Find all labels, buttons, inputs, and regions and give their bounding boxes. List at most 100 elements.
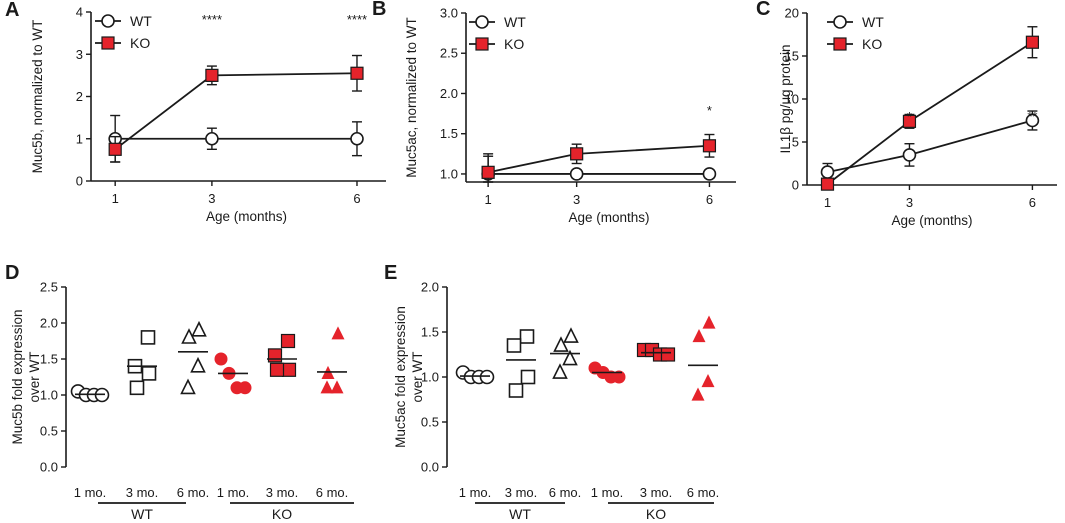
data-point — [481, 165, 495, 179]
x-axis-label: Age (months) — [891, 213, 972, 228]
data-point — [141, 366, 157, 381]
data-point — [902, 148, 917, 162]
x-axis-label: Age (months) — [206, 209, 287, 224]
y-tick-label: 2.5 — [40, 280, 58, 295]
data-point — [320, 380, 334, 394]
data-point — [569, 167, 584, 181]
series-line — [827, 119, 1033, 173]
data-point — [702, 315, 716, 329]
data-point — [350, 131, 364, 146]
y-tick-label: 0.0 — [421, 460, 439, 475]
category-label: 6 mo. — [316, 485, 349, 500]
data-point — [108, 142, 122, 156]
series-line — [826, 41, 1033, 185]
y-tick-label: 2 — [76, 89, 83, 104]
significance-label: ** — [1027, 109, 1037, 124]
data-point — [267, 348, 283, 363]
data-point — [701, 374, 715, 388]
data-point — [350, 66, 364, 80]
data-point — [191, 320, 207, 337]
y-tick-label: 1 — [76, 131, 83, 146]
y-axis-label: Muc5b fold expression over WT — [10, 309, 42, 444]
x-tick-label: 3 — [573, 192, 580, 207]
data-point — [820, 177, 835, 191]
data-point — [214, 352, 228, 366]
significance-label: **** — [202, 12, 222, 27]
legend-marker — [833, 15, 847, 29]
significance-label: * — [707, 103, 712, 118]
x-tick-label: 1 — [485, 192, 492, 207]
series-ko — [108, 54, 364, 163]
panel-label: C — [756, 0, 770, 20]
data-point — [520, 369, 536, 385]
panel-label: D — [5, 262, 19, 284]
data-point — [820, 165, 835, 179]
group-ko-4 — [267, 333, 297, 377]
series-wt — [820, 110, 1040, 182]
group-wt-0 — [455, 365, 495, 385]
data-point — [570, 147, 584, 161]
group-wt-2 — [178, 320, 208, 395]
x-tick-label: 1 — [112, 191, 119, 206]
series-ko — [820, 26, 1040, 191]
data-point — [552, 363, 568, 379]
legend-label: KO — [130, 35, 150, 51]
x-axis-label: Age (months) — [568, 210, 649, 225]
panel-d: D 0.0 0.5 1.0 1.5 2.0 2.5 Muc5b fold expression… — [5, 262, 354, 522]
legend-marker — [101, 14, 115, 28]
data-point — [691, 387, 705, 401]
y-axis-label-line: Muc5ac fold expression — [393, 306, 408, 448]
data-point — [702, 167, 717, 181]
group-ko-3 — [214, 352, 252, 395]
data-point — [902, 114, 917, 128]
significance-label: **** — [347, 12, 367, 27]
data-point — [205, 131, 219, 146]
y-axis-label: Muc5b, normalized to WT — [30, 20, 45, 174]
group-label: KO — [272, 506, 292, 522]
panel-label: E — [384, 262, 397, 284]
y-tick-label: 0 — [792, 178, 799, 193]
panel-label: A — [5, 0, 19, 21]
data-point — [1025, 35, 1040, 49]
category-label: 3 mo. — [640, 485, 673, 500]
category-label: 3 mo. — [505, 485, 538, 500]
data-point — [180, 378, 196, 395]
data-point — [181, 328, 197, 344]
data-point — [563, 327, 579, 343]
legend-label: WT — [862, 14, 884, 30]
x-tick-label: 6 — [706, 192, 713, 207]
data-point — [281, 362, 297, 377]
group-ko-4 — [636, 342, 676, 362]
data-point — [269, 362, 285, 377]
y-tick-label: 2.0 — [40, 316, 58, 331]
y-tick-label: 1.5 — [421, 325, 439, 340]
legend-label: KO — [862, 36, 882, 52]
panel-label: B — [372, 0, 386, 20]
data-point — [612, 370, 626, 384]
x-tick-label: 6 — [1029, 195, 1036, 210]
legend-label: WT — [504, 14, 526, 30]
data-point — [508, 383, 524, 398]
y-tick-label: 3 — [76, 47, 83, 62]
y-tick-label: 1.5 — [40, 352, 58, 367]
y-tick-label: 4 — [76, 5, 83, 20]
data-point — [553, 336, 569, 352]
data-point — [1025, 113, 1040, 128]
group-wt-1 — [506, 329, 536, 398]
group-label: WT — [131, 506, 153, 522]
y-axis-label: IL1β pg/ug protein — [778, 44, 793, 153]
group-label: WT — [509, 506, 531, 522]
data-point — [660, 347, 676, 362]
data-point — [479, 369, 495, 385]
panel-a: A 0 1 2 3 4 1 3 6 Age (months) Muc5b, normalized t… — [5, 0, 386, 224]
y-axis-label-line: Muc5b fold expression — [10, 309, 25, 444]
y-tick-label: 1.0 — [440, 166, 458, 181]
category-label: 1 mo. — [74, 485, 107, 500]
x-tick-label: 3 — [208, 191, 215, 206]
category-label: 6 mo. — [549, 485, 582, 500]
y-tick-label: 15 — [785, 49, 799, 64]
data-point — [238, 381, 252, 395]
legend-marker — [475, 15, 489, 29]
